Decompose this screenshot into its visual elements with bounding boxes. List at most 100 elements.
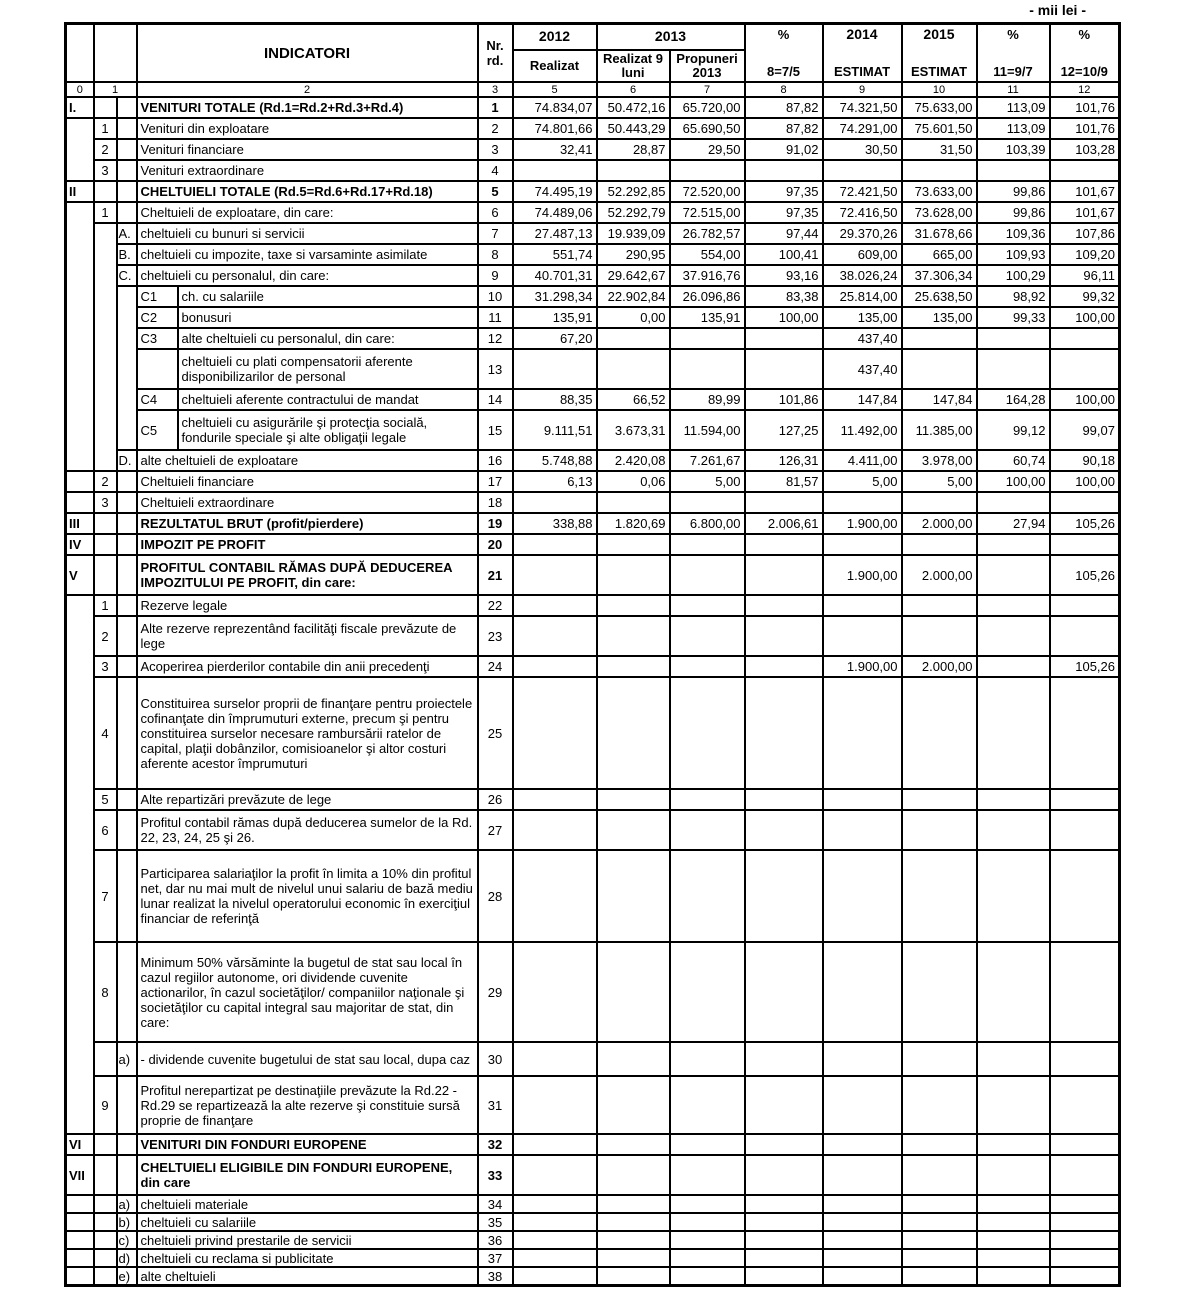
row-30-col-11 xyxy=(975,1041,1051,1077)
row-27-col-8 xyxy=(743,809,824,851)
row-24-nr: 24 xyxy=(476,655,514,678)
row-22-col-10 xyxy=(900,594,978,617)
row-26-col-12 xyxy=(1048,788,1121,811)
row-21-col-12: 105,26 xyxy=(1048,554,1121,596)
row-35-index xyxy=(92,1212,118,1232)
row-13-col-10 xyxy=(900,348,978,390)
row-8-col-7: 554,00 xyxy=(668,243,746,266)
row-16-indicator: alte cheltuieli de exploatare xyxy=(135,449,479,472)
row-34-col-6 xyxy=(595,1194,671,1214)
row-37-col-10 xyxy=(900,1248,978,1268)
row-16-col-9: 4.411,00 xyxy=(821,449,903,472)
row-14-nr: 14 xyxy=(476,388,514,411)
header-realizat-9-luni: Realizat 9 luni xyxy=(595,48,671,84)
row-30-index xyxy=(92,1041,118,1077)
row-22-nr: 22 xyxy=(476,594,514,617)
row-37-roman xyxy=(64,1248,95,1268)
row-4-col-8 xyxy=(743,159,824,182)
header-row-sub: Realizat Realizat 9 luni Propuneri 2013 xyxy=(66,48,1120,84)
row-32-indicator: VENITURI DIN FONDURI EUROPENE xyxy=(135,1133,479,1156)
row-19-nr: 19 xyxy=(476,512,514,535)
row-25-col-5 xyxy=(511,676,598,790)
row-28-col-8 xyxy=(743,849,824,943)
row-23-index: 2 xyxy=(92,615,118,657)
row-33-nr: 33 xyxy=(476,1154,514,1196)
row-37-col-12 xyxy=(1048,1248,1121,1268)
row-23-nr: 23 xyxy=(476,615,514,657)
row-11-col-9: 135,00 xyxy=(821,306,903,329)
row-18-col-6 xyxy=(595,491,671,514)
row-35-col-8 xyxy=(743,1212,824,1232)
row-25-col-12 xyxy=(1048,676,1121,790)
row-36-indicator: cheltuieli privind prestarile de servici… xyxy=(135,1230,479,1250)
colnum-6: 6 xyxy=(595,81,671,98)
row-34-col-5 xyxy=(511,1194,598,1214)
row-4-index: 3 xyxy=(92,159,118,182)
row-36-col-5 xyxy=(511,1230,598,1250)
row-29-col-10 xyxy=(900,941,978,1043)
colnum-5: 5 xyxy=(511,81,598,98)
row-20-col-5 xyxy=(511,533,598,556)
row-14: C4 cheltuieli aferente contractului de ma… xyxy=(66,388,1121,411)
row-29-col-8 xyxy=(743,941,824,1043)
row-27-col-5 xyxy=(511,809,598,851)
row-16-letter: D. xyxy=(115,449,138,472)
row-10-col-8: 83,38 xyxy=(743,285,824,308)
row-10-col-7: 26.096,86 xyxy=(668,285,746,308)
row-8-col-11: 109,93 xyxy=(975,243,1051,266)
row-4-col-6 xyxy=(595,159,671,182)
row-32-roman: VI xyxy=(64,1133,95,1156)
row-29-nr: 29 xyxy=(476,941,514,1043)
row-23-col-12 xyxy=(1048,615,1121,657)
row-30-col-5 xyxy=(511,1041,598,1077)
row-2: 1 Venituri din exploatare 2 74.801,66 50.443… xyxy=(64,117,1121,182)
row-34-col-7 xyxy=(668,1194,746,1214)
row-7-index xyxy=(92,222,118,472)
row-18-col-5 xyxy=(511,491,598,514)
row-31-col-12 xyxy=(1048,1075,1121,1135)
row-10-col-11: 98,92 xyxy=(975,285,1051,308)
row-4-col-5 xyxy=(511,159,598,182)
row-34-indicator: cheltuieli materiale xyxy=(135,1194,479,1214)
row-31-index: 9 xyxy=(92,1075,118,1135)
row-10-col-10: 25.638,50 xyxy=(900,285,978,308)
row-5-indicator: CHELTUIELI TOTALE (Rd.5=Rd.6+Rd.17+Rd.18… xyxy=(135,180,479,203)
row-20-col-8 xyxy=(743,533,824,556)
row-6-col-5: 74.489,06 xyxy=(511,201,598,224)
row-36-col-10 xyxy=(900,1230,978,1250)
row-9-col-8: 93,16 xyxy=(743,264,824,287)
row-13-nr: 13 xyxy=(476,348,514,390)
unit-note: - mii lei - xyxy=(1029,2,1086,18)
row-3-indicator: Venituri financiare xyxy=(135,138,479,161)
row-20-roman: IV xyxy=(64,533,95,556)
row-26-col-6 xyxy=(595,788,671,811)
row-33: VII CHELTUIELI ELIGIBILE DIN FONDURI EURO… xyxy=(64,1154,1121,1196)
row-26-col-11 xyxy=(975,788,1051,811)
row-28-col-9 xyxy=(821,849,903,943)
row-34-col-11 xyxy=(975,1194,1051,1214)
row-38-roman xyxy=(64,1266,95,1287)
row-21-nr: 21 xyxy=(476,554,514,596)
row-7-col-11: 109,36 xyxy=(975,222,1051,245)
row-12-indicator: alte cheltuieli cu personalul, din care: xyxy=(176,327,479,350)
row-14-col-11: 164,28 xyxy=(975,388,1051,411)
row-36-col-12 xyxy=(1048,1230,1121,1250)
row-9-letter: C. xyxy=(115,264,138,287)
row-12: C3 alte cheltuieli cu personalul, din car… xyxy=(66,327,1121,350)
row-33-roman: VII xyxy=(64,1154,95,1196)
row-28-col-11 xyxy=(975,849,1051,943)
row-3-nr: 3 xyxy=(476,138,514,161)
header-year-2015: 2015 ESTIMAT xyxy=(900,22,978,83)
colnum-7: 7 xyxy=(668,81,746,98)
row-11-indicator: bonusuri xyxy=(176,306,479,329)
row-7-letter: A. xyxy=(115,222,138,245)
row-31-col-9 xyxy=(821,1075,903,1135)
row-19: III REZULTATUL BRUT (profit/pierdere) 19 33… xyxy=(64,512,1121,535)
header-nr-line1: Nr. xyxy=(486,38,504,53)
row-15-col-8: 127,25 xyxy=(743,409,824,451)
row-10-indicator: ch. cu salariile xyxy=(176,285,479,308)
row-5-col-9: 72.421,50 xyxy=(821,180,903,203)
row-34-nr: 34 xyxy=(476,1194,514,1214)
row-9-col-7: 37.916,76 xyxy=(668,264,746,287)
row-11-col-8: 100,00 xyxy=(743,306,824,329)
